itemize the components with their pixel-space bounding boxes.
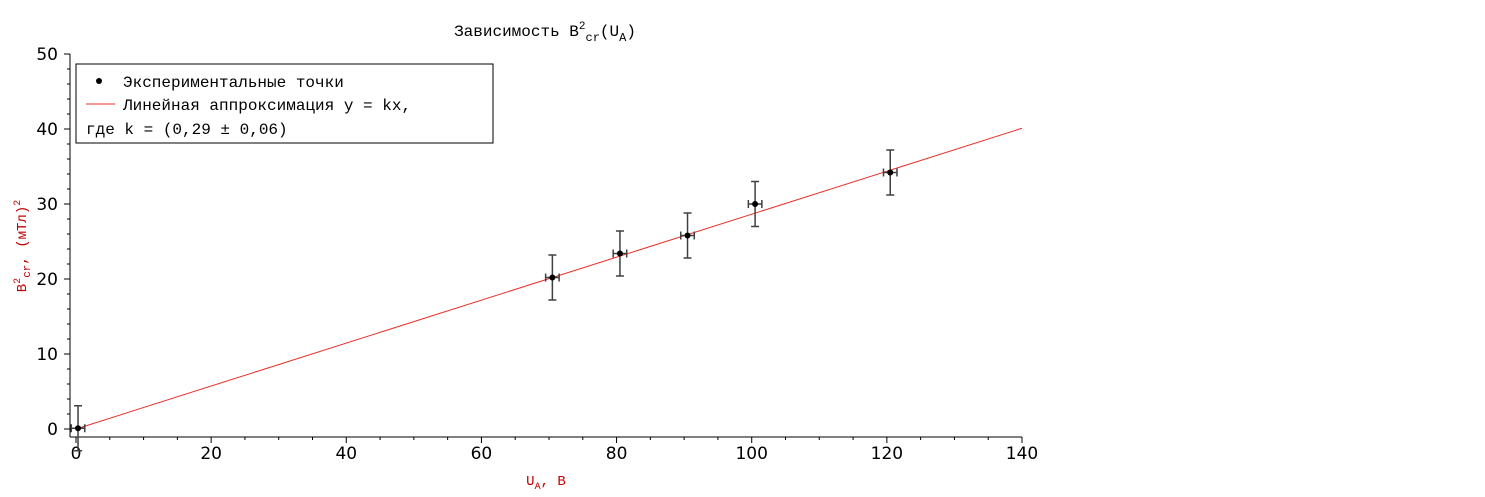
x-tick-label: 120 — [871, 444, 903, 464]
y-tick-label: 10 — [36, 345, 58, 365]
legend: Экспериментальные точки Линейная аппрокс… — [75, 63, 494, 144]
data-point — [612, 230, 628, 277]
x-tick-label: 40 — [335, 444, 357, 464]
y-tick-label: 50 — [36, 45, 58, 65]
point-marker — [752, 201, 759, 207]
data-point — [882, 149, 898, 196]
point-marker — [684, 232, 691, 239]
y-axis-label: B2cr, (мТл)2 — [13, 200, 34, 292]
legend-line-label-2: где k = (0,29 ± 0,06) — [86, 121, 288, 139]
y-tick-label: 0 — [47, 420, 58, 440]
x-tick-label: 60 — [471, 444, 493, 464]
x-tick-label: 100 — [735, 444, 767, 464]
data-point — [70, 405, 86, 452]
x-tick-label: 80 — [606, 444, 628, 464]
y-axis-ticks: 0 10 20 30 40 50 — [36, 45, 70, 440]
y-tick-label: 30 — [36, 195, 58, 215]
x-axis-ticks: 0 20 40 60 80 100 120 140 — [71, 437, 1038, 464]
legend-box — [75, 63, 494, 144]
fit-line — [75, 127, 1023, 430]
point-marker — [616, 250, 623, 257]
point-marker — [887, 169, 894, 176]
y-tick-label: 20 — [36, 270, 58, 290]
legend-point-marker — [96, 78, 102, 84]
legend-points-label: Экспериментальные точки — [123, 74, 344, 92]
data-point — [747, 180, 763, 228]
chart-title: Зависимость B2cr(UA) — [454, 21, 636, 45]
x-tick-label: 0 — [71, 444, 82, 464]
data-point — [544, 254, 560, 301]
x-tick-label: 140 — [1006, 444, 1038, 464]
y-tick-label: 40 — [36, 120, 58, 140]
x-tick-label: 20 — [200, 444, 222, 464]
point-marker — [75, 425, 82, 432]
x-axis-label: UA, В — [526, 474, 566, 493]
points-layer — [70, 149, 898, 452]
legend-line-label-1: Линейная аппроксимация y = kx, — [122, 97, 411, 115]
data-point — [680, 212, 696, 259]
point-marker — [549, 274, 556, 281]
fit-line-layer — [75, 127, 1023, 430]
